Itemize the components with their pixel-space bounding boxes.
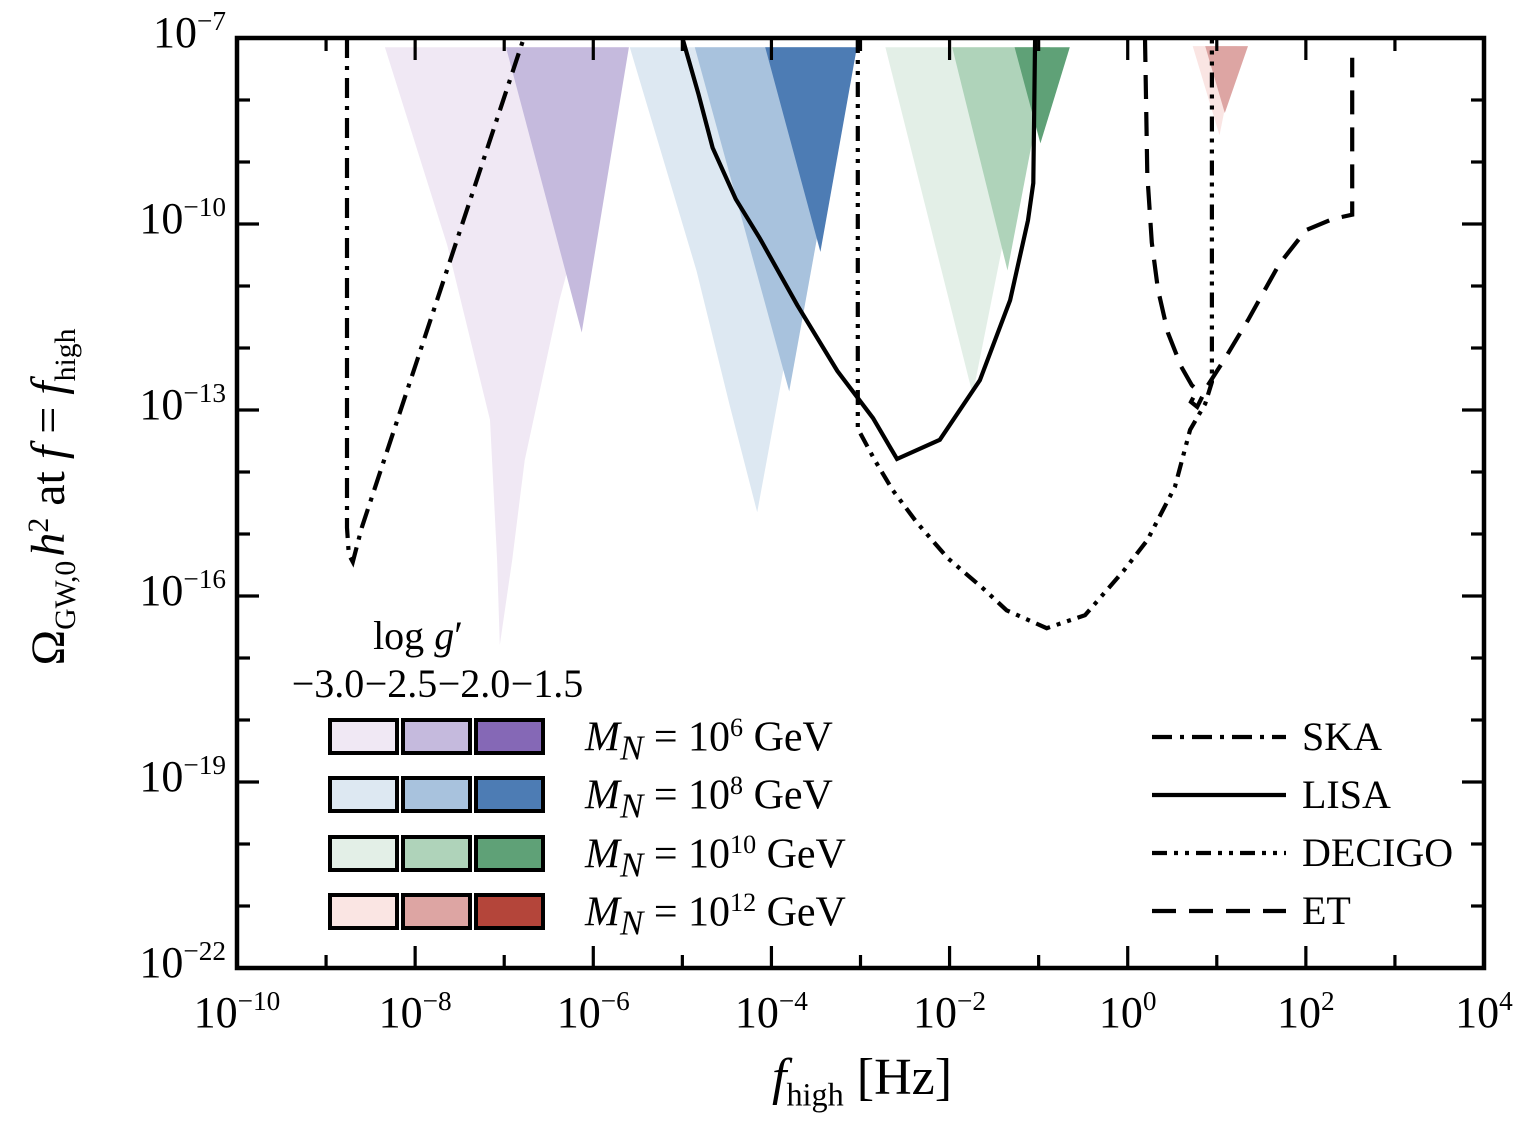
legend-color-swatch-MN-1e8-0 bbox=[328, 776, 399, 813]
legend-color-swatch-MN-1e12-2 bbox=[474, 893, 545, 930]
tick-label: 10−6 bbox=[556, 986, 630, 1037]
tick-label: 10−7 bbox=[152, 6, 226, 57]
tick-label: 10−13 bbox=[139, 378, 226, 429]
curve-decigo bbox=[855, 38, 1214, 631]
legend-color-swatch-MN-1e8-2 bbox=[474, 776, 545, 813]
legend-logg-title: log g′ bbox=[373, 613, 463, 658]
legend-color-swatch-MN-1e10-0 bbox=[328, 835, 399, 872]
legend-mass-label-MN-1e12: MN = 1012 GeV bbox=[585, 888, 846, 943]
legend-mass-label-MN-1e10: MN = 1010 GeV bbox=[585, 830, 846, 885]
legend-bin-label: −3.0 bbox=[291, 661, 365, 706]
legend-mass-label-MN-1e6: MN = 106 GeV bbox=[585, 713, 833, 768]
wedge-1e12-medium bbox=[1205, 46, 1248, 113]
tick-label: 10−2 bbox=[913, 986, 987, 1037]
legend-mass-label-MN-1e8: MN = 108 GeV bbox=[585, 771, 833, 826]
wedge-1e10-dark bbox=[1014, 47, 1070, 144]
legend-color-swatch-MN-1e10-2 bbox=[474, 835, 545, 872]
legend-detector-label-ska: SKA bbox=[1302, 714, 1383, 759]
tick-label: 10−19 bbox=[139, 750, 226, 801]
legend-bin-label: −2.0 bbox=[437, 661, 511, 706]
legend-color-swatch-MN-1e6-0 bbox=[328, 718, 399, 755]
tick-label: 102 bbox=[1277, 986, 1335, 1037]
x-axis-label: fhigh [Hz] bbox=[771, 1049, 953, 1113]
tick-label: 10−16 bbox=[139, 564, 226, 615]
curve-ska bbox=[344, 37, 526, 568]
tick-label: 10−8 bbox=[378, 986, 452, 1037]
legend-color-swatch-MN-1e8-1 bbox=[401, 776, 472, 813]
legend-bin-label: −2.5 bbox=[364, 661, 438, 706]
legend-color-swatch-MN-1e10-1 bbox=[401, 835, 472, 872]
legend-color-swatch-MN-1e12-0 bbox=[328, 893, 399, 930]
legend-bin-label: −1.5 bbox=[510, 661, 584, 706]
legend-color-swatch-MN-1e6-1 bbox=[401, 718, 472, 755]
y-axis-label: ΩGW,0 h2 at f = fhigh bbox=[21, 328, 82, 666]
axes-frame bbox=[234, 35, 1487, 971]
curve-et bbox=[1142, 37, 1355, 411]
tick-label: 10−10 bbox=[193, 986, 281, 1037]
wedge-1e6-medium bbox=[506, 47, 629, 333]
legend-color-swatch-MN-1e6-2 bbox=[474, 718, 545, 755]
legend-detector-label-lisa: LISA bbox=[1302, 772, 1391, 817]
curve-lisa bbox=[680, 37, 1038, 462]
tick-label: 104 bbox=[1455, 986, 1513, 1037]
tick-label: 10−10 bbox=[139, 192, 226, 243]
legend-detector-label-et: ET bbox=[1302, 888, 1351, 933]
wedge-1e10-medium bbox=[952, 47, 1051, 271]
tick-label: 10−22 bbox=[139, 936, 226, 987]
legend-color-swatch-MN-1e12-1 bbox=[401, 893, 472, 930]
tick-label: 10−4 bbox=[734, 986, 808, 1037]
tick-label: 100 bbox=[1098, 986, 1157, 1037]
wedge-1e8-dark bbox=[765, 47, 857, 252]
legend-detector-label-decigo: DECIGO bbox=[1302, 830, 1454, 875]
